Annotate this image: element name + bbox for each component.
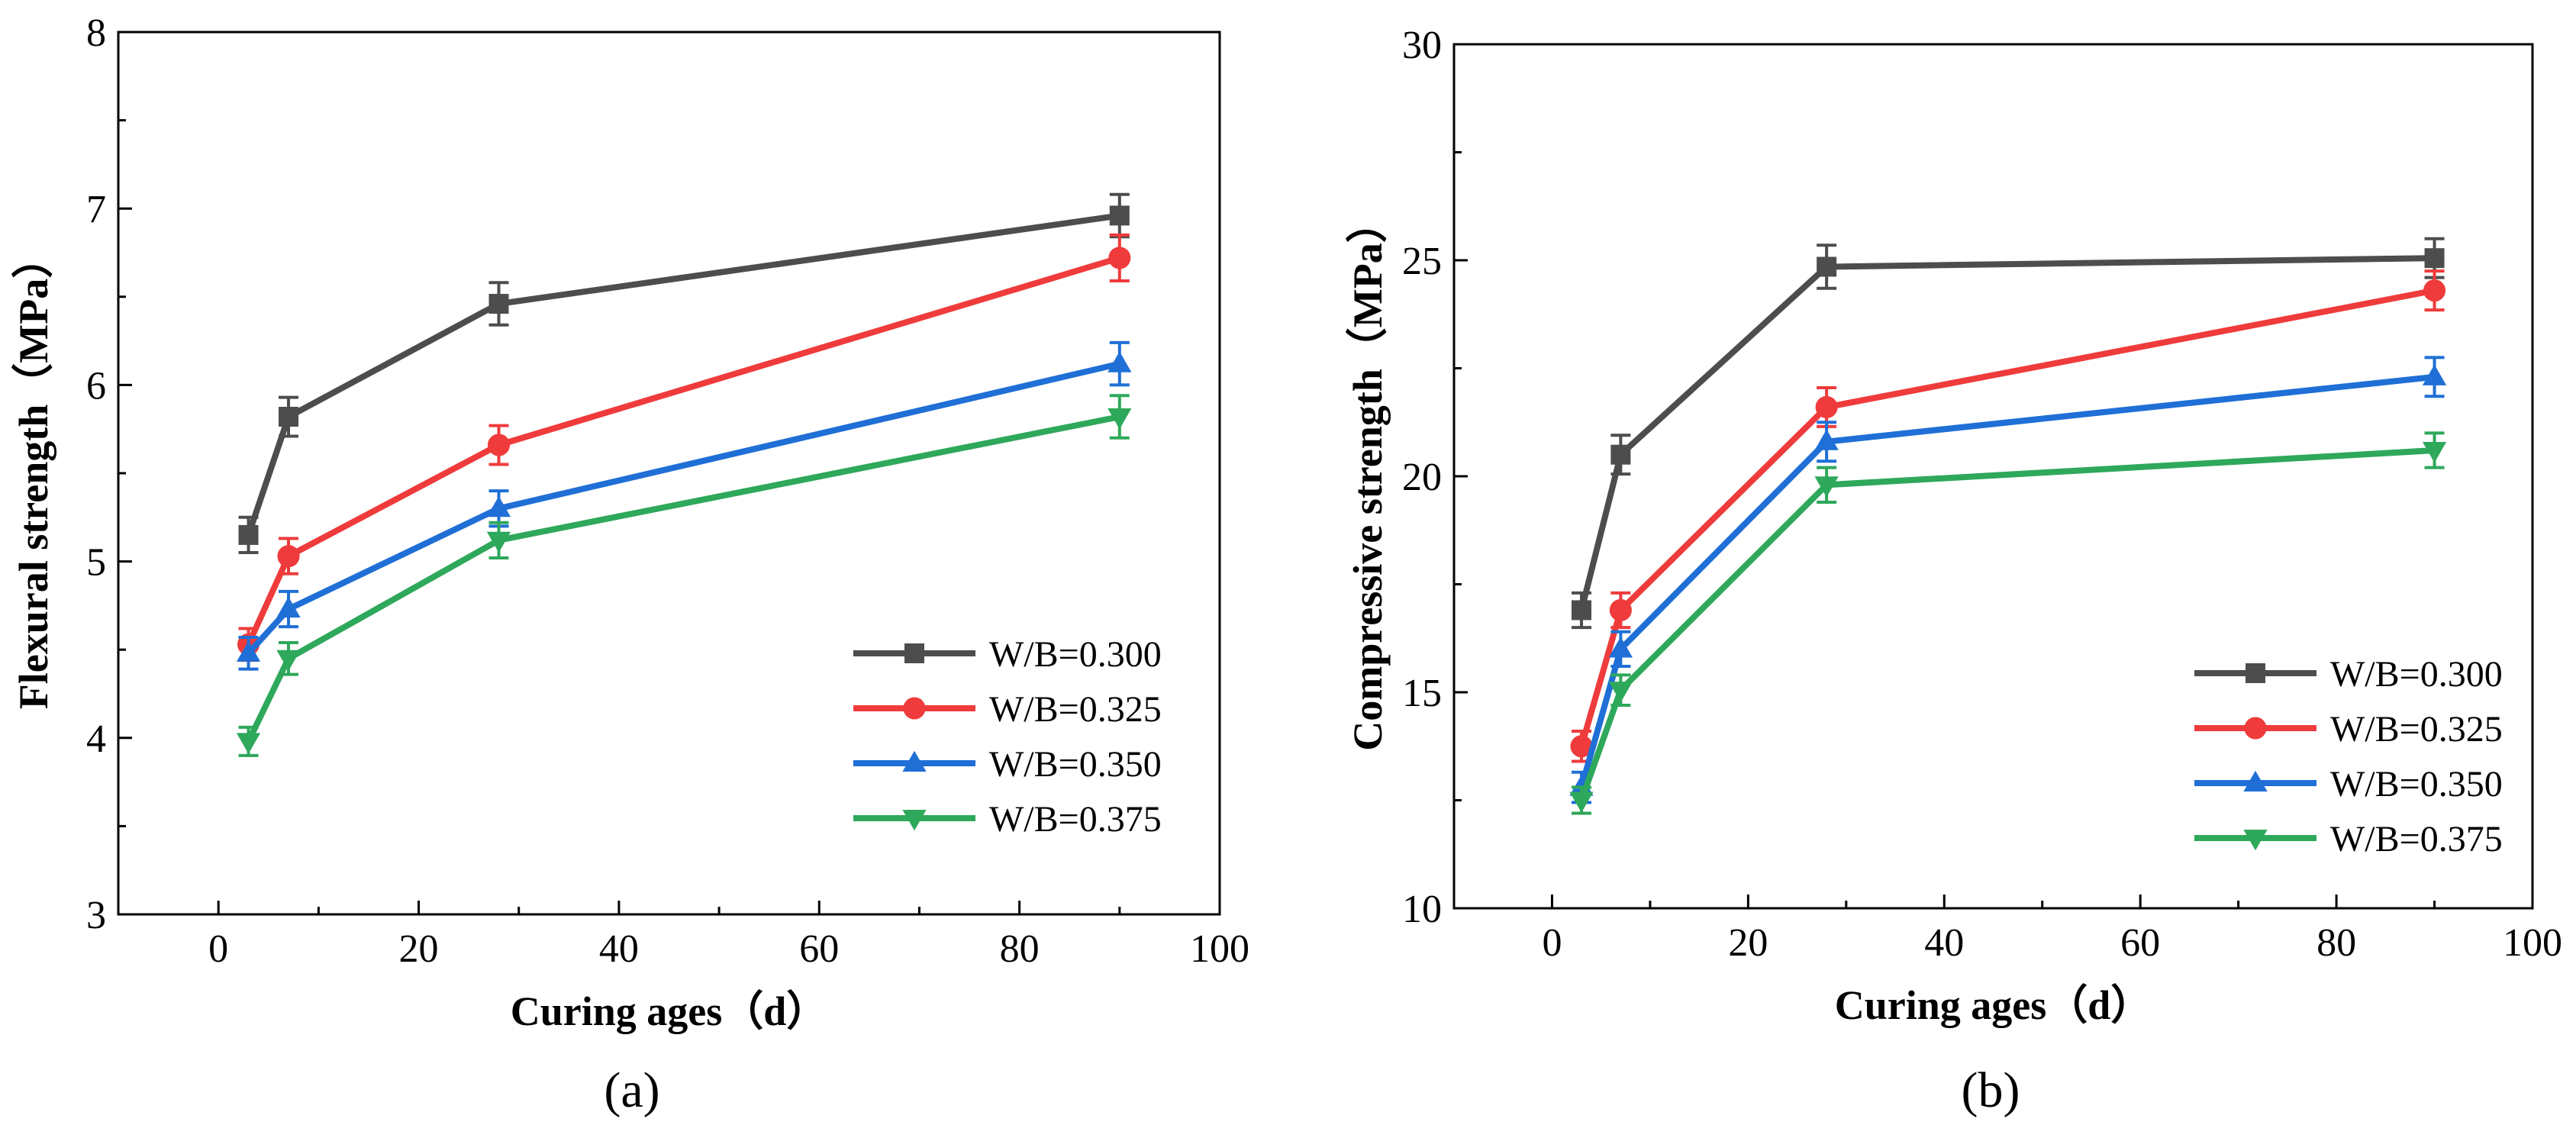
x-tick-label: 60 <box>2120 921 2160 965</box>
series-line <box>245 255 1120 646</box>
y-tick-label: 20 <box>1402 456 1442 499</box>
legend-marker <box>903 697 926 720</box>
x-tick-label: 0 <box>208 927 228 971</box>
data-point <box>1570 735 1593 758</box>
legend: W/B=0.300 W/B=0.325 W/B=0.350 W/B=0.375 <box>2194 654 2503 859</box>
series-W/B=0.375 <box>1569 431 2447 815</box>
data-point <box>276 596 301 618</box>
data-point <box>279 407 299 427</box>
data-point <box>1571 600 1591 621</box>
data-point <box>1817 256 1837 277</box>
x-tick-label: 0 <box>1542 921 1562 965</box>
series-W/B=0.300 <box>1571 237 2445 630</box>
legend-label: W/B=0.350 <box>989 744 1162 785</box>
x-axis-title: Curing ages（d） <box>511 988 828 1034</box>
legend-label: W/B=0.300 <box>989 634 1162 675</box>
series-W/B=0.350 <box>236 340 1132 671</box>
x-tick-label: 20 <box>399 927 439 971</box>
y-tick-label: 4 <box>86 717 106 761</box>
x-tick-label: 20 <box>1728 921 1768 965</box>
data-point <box>487 434 511 456</box>
data-point <box>1815 395 1838 418</box>
legend-label: W/B=0.375 <box>2330 819 2503 859</box>
data-point <box>1109 205 1130 226</box>
legend-label: W/B=0.325 <box>989 689 1162 730</box>
series-W/B=0.325 <box>1570 269 2446 763</box>
legend-marker <box>2246 663 2265 683</box>
y-axis-title: Flexural strength（MPa） <box>11 237 56 709</box>
data-point <box>486 495 511 517</box>
data-point <box>236 640 261 662</box>
x-tick-label: 80 <box>1000 927 1040 971</box>
legend-marker <box>2243 770 2268 792</box>
data-point <box>2423 279 2446 302</box>
data-point <box>488 294 509 314</box>
x-tick-label: 40 <box>1924 921 1964 965</box>
y-tick-label: 7 <box>86 188 106 231</box>
y-tick-label: 3 <box>86 894 106 937</box>
legend-marker <box>2244 717 2267 740</box>
panel-label: (a) <box>604 1062 659 1118</box>
y-tick-label: 15 <box>1402 672 1442 715</box>
x-tick-label: 80 <box>2316 921 2356 965</box>
y-tick-label: 6 <box>86 364 106 408</box>
data-point <box>1814 429 1839 450</box>
series-line <box>245 414 1120 743</box>
data-point <box>2422 441 2447 463</box>
data-point <box>1814 476 1839 498</box>
panel-label: (b) <box>1962 1062 2020 1118</box>
series-line <box>245 212 1120 537</box>
data-point <box>1608 637 1633 658</box>
y-tick-label: 10 <box>1402 888 1442 931</box>
x-tick-label: 100 <box>1190 927 1249 971</box>
data-point <box>2424 248 2445 269</box>
series-W/B=0.325 <box>237 233 1131 662</box>
data-point <box>486 531 511 553</box>
x-tick-label: 40 <box>599 927 639 971</box>
panel-b-compressive-chart: 0 20 40 60 80 100 10 15 20 25 30 Curing ages（d） Comp… <box>1345 24 2562 1118</box>
legend-label: W/B=0.300 <box>2330 654 2503 695</box>
data-point <box>1569 791 1594 813</box>
data-point <box>2422 364 2447 385</box>
legend-marker <box>902 750 927 772</box>
legend-label: W/B=0.325 <box>2330 709 2503 750</box>
legend: W/B=0.300 W/B=0.325 W/B=0.350 W/B=0.375 <box>853 634 1162 840</box>
y-axis-title: Compressive strength（MPa） <box>1345 201 1391 750</box>
x-axis-title: Curing ages（d） <box>1835 982 2152 1028</box>
y-tick-label: 30 <box>1402 24 1442 67</box>
data-point <box>1609 598 1632 622</box>
series-W/B=0.350 <box>1569 356 2447 804</box>
y-tick-label: 8 <box>86 11 106 55</box>
data-point <box>1108 247 1131 269</box>
series-W/B=0.300 <box>238 192 1130 555</box>
legend-label: W/B=0.375 <box>989 799 1162 840</box>
series-line <box>1578 447 2435 801</box>
data-point <box>1107 408 1132 430</box>
panel-a-flexural-chart: 0 20 40 60 80 100 3 4 5 6 7 8 Curing ages（d） Flexural… <box>11 11 1249 1118</box>
series-line <box>1578 255 2435 611</box>
legend-label: W/B=0.350 <box>2330 764 2503 804</box>
series-line <box>1578 373 2435 788</box>
series-W/B=0.375 <box>236 394 1132 757</box>
legend-marker <box>904 643 924 663</box>
legend-marker <box>2243 829 2268 851</box>
data-point <box>276 650 301 672</box>
data-point <box>277 545 300 568</box>
data-point <box>238 524 259 545</box>
data-point <box>1608 682 1633 703</box>
x-tick-label: 60 <box>799 927 839 971</box>
x-tick-label: 100 <box>2503 921 2562 965</box>
y-tick-label: 5 <box>86 541 106 585</box>
series-line <box>1578 287 2436 747</box>
y-tick-label: 25 <box>1402 240 1442 283</box>
series-line <box>246 360 1120 656</box>
data-point <box>1107 351 1132 372</box>
data-point <box>1610 444 1631 465</box>
data-point <box>236 733 261 754</box>
legend-marker <box>902 809 927 831</box>
